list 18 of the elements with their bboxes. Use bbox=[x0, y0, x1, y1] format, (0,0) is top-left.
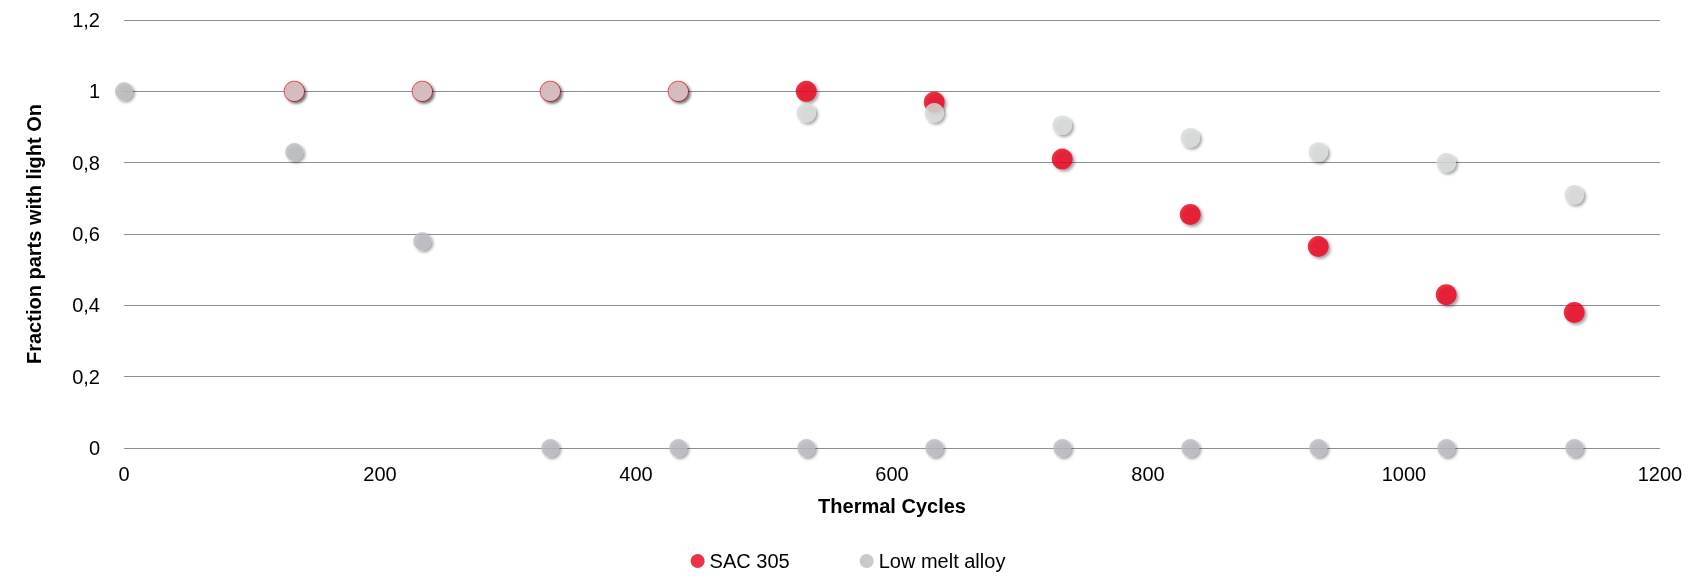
x-tick-label: 600 bbox=[875, 463, 909, 485]
y-tick-label: 0,2 bbox=[72, 365, 100, 388]
legend-label: Low melt alloy bbox=[878, 550, 1006, 572]
y-tick-label: 0,6 bbox=[72, 223, 100, 245]
x-tick-label: 1200 bbox=[1637, 463, 1683, 485]
x-tick-label: 1000 bbox=[1381, 463, 1427, 485]
y-tick-label: 0,4 bbox=[72, 294, 100, 317]
y-axis-title: Fraction parts with light On bbox=[23, 104, 45, 364]
legend-label: SAC 305 bbox=[709, 550, 790, 572]
x-tick-label: 800 bbox=[1131, 463, 1165, 485]
x-tick-label: 0 bbox=[118, 463, 130, 485]
x-tick-label: 400 bbox=[619, 463, 653, 485]
y-tick-label: 0,8 bbox=[72, 151, 100, 174]
y-tick-label: 1,2 bbox=[72, 9, 100, 31]
x-tick-label: 200 bbox=[363, 463, 397, 485]
y-tick-label: 0 bbox=[88, 437, 100, 459]
y-tick-label: 1 bbox=[88, 80, 100, 103]
x-axis-title: Thermal Cycles bbox=[818, 495, 966, 517]
